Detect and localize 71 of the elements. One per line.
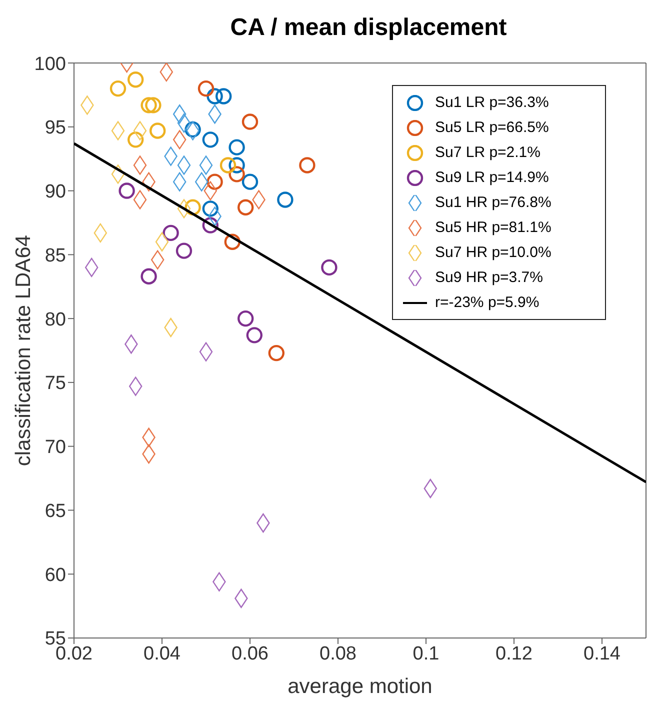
x-tick-label: 0.1 [412, 643, 440, 664]
y-axis-title: classification rate LDA64 [12, 234, 35, 466]
point [150, 122, 166, 139]
point [155, 232, 169, 252]
x-tick-label: 0.06 [232, 643, 268, 664]
legend-label: Su1 HR p=76.8% [435, 194, 552, 211]
x-tick-label: 0.08 [320, 643, 356, 664]
point [268, 344, 284, 362]
y-tick-label: 90 [44, 182, 66, 203]
point [246, 327, 262, 344]
point [228, 139, 245, 156]
y-tick-label: 70 [44, 437, 66, 458]
point [110, 80, 126, 97]
point [177, 113, 191, 133]
point [242, 174, 258, 190]
point [242, 114, 258, 130]
legend-label: Su7 LR p=2.1% [435, 144, 540, 161]
legend-label: Su5 HR p=81.1% [435, 219, 552, 236]
point [277, 192, 294, 208]
y-tick-label: 100 [34, 54, 66, 75]
point [118, 182, 135, 199]
point [162, 224, 179, 242]
point [206, 88, 223, 104]
point [199, 342, 213, 362]
point [202, 200, 218, 217]
x-tick-label: 0.04 [144, 643, 181, 664]
point [202, 217, 218, 234]
point [133, 121, 147, 140]
legend-label: Su9 LR p=14.9% [435, 169, 549, 186]
point [216, 88, 232, 104]
y-tick-label: 80 [44, 309, 66, 330]
point [111, 164, 125, 184]
legend-label: Su5 LR p=66.5% [435, 119, 549, 136]
point [238, 199, 254, 216]
point [199, 156, 213, 175]
legend-label: Su7 HR p=10.0% [435, 244, 552, 261]
y-tick-label: 65 [44, 500, 66, 522]
x-tick-label: 0.12 [496, 643, 532, 664]
point [140, 268, 157, 284]
point [238, 310, 254, 327]
point [128, 72, 144, 88]
y-tick-label: 75 [44, 373, 66, 394]
point [128, 132, 144, 148]
chart-title: CA / mean displacement [230, 14, 507, 41]
point [177, 199, 191, 218]
point [202, 132, 218, 148]
point [299, 157, 316, 174]
point [184, 199, 201, 216]
y-tick-label: 85 [44, 245, 66, 266]
legend-label: Su9 HR p=3.7% [435, 269, 543, 286]
y-tick-label: 95 [44, 118, 66, 139]
point [111, 121, 125, 140]
point [228, 157, 245, 174]
point [160, 63, 173, 82]
point [133, 190, 147, 210]
x-tick-label: 0.14 [584, 643, 621, 664]
legend-label: Su1 LR p=36.3% [435, 94, 549, 111]
point [220, 157, 236, 174]
x-axis-title: average motion [288, 674, 432, 698]
y-tick-label: 60 [44, 564, 66, 586]
point [133, 156, 147, 175]
point [177, 156, 191, 175]
point [176, 242, 192, 259]
point [198, 80, 214, 97]
point [140, 97, 157, 114]
point [321, 259, 338, 276]
legend-label: r=-23% p=5.9% [435, 294, 540, 311]
point [145, 97, 162, 114]
point [228, 166, 245, 182]
point [224, 234, 240, 250]
point [206, 174, 223, 190]
